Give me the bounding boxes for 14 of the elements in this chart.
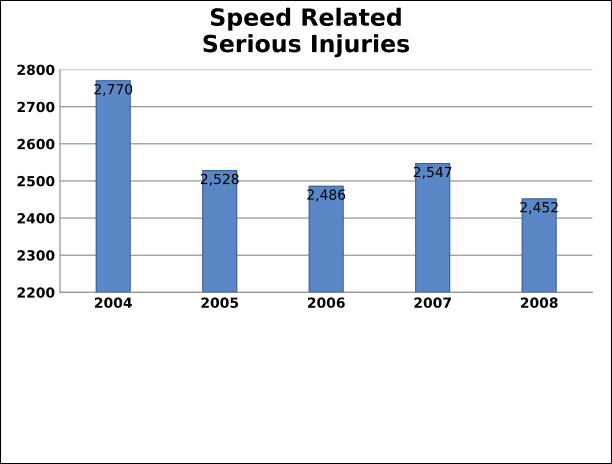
y-tick-label: 2400 <box>18 213 54 224</box>
y-tick-label: 2200 <box>18 287 54 298</box>
x-tick-label: 2005 <box>201 297 238 308</box>
x-tick-label: 2008 <box>520 297 558 308</box>
chart-title: Speed Related Serious Injuries <box>204 8 410 58</box>
data-label: 2,528 <box>200 174 239 186</box>
y-tick-label: 2600 <box>18 138 54 150</box>
y-tick-label: 2300 <box>18 250 54 261</box>
y-tick-label: 2500 <box>18 176 54 186</box>
x-tick-label: 2007 <box>414 297 451 308</box>
y-tick-label: 2800 <box>18 64 54 76</box>
x-tick-label: 2004 <box>94 297 132 308</box>
x-tick-label: 2006 <box>308 297 345 308</box>
y-tick-label: 2700 <box>18 102 54 112</box>
